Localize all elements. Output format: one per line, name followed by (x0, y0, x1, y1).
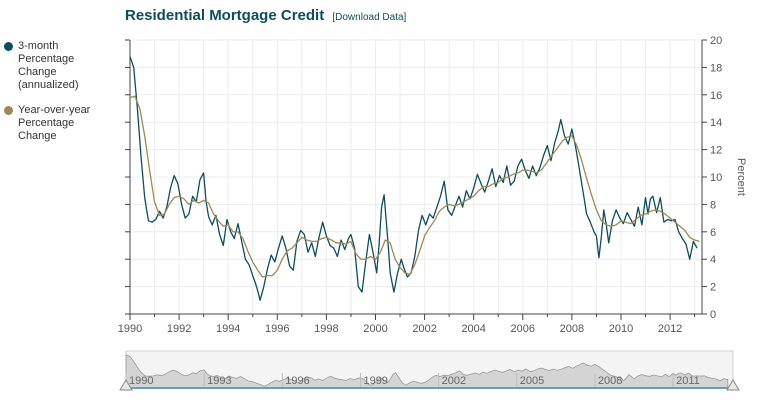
y-tick-label: 18 (710, 62, 722, 74)
navigator-year-label: 1999 (363, 375, 387, 387)
y-tick-label: 14 (710, 117, 722, 129)
navigator-year-label: 2008 (598, 375, 622, 387)
navigator-year-label: 2011 (676, 375, 700, 387)
navigator-series-area (125, 354, 729, 389)
series-line-3month[interactable] (129, 56, 698, 301)
x-tick-label: 2002 (412, 323, 436, 335)
y-tick-label: 16 (710, 90, 722, 102)
navigator-year-label: 2005 (520, 375, 544, 387)
y-tick-label: 6 (710, 227, 716, 239)
x-tick-label: 1992 (167, 323, 191, 335)
legend-item-yoy[interactable]: Year-over-year Percentage Change (4, 104, 104, 143)
legend-label-3month: 3-month Percentage Change (annualized) (18, 40, 79, 91)
legend-marker-3month (4, 42, 13, 51)
axes: 0 2 4 6 8 10 12 14 16 18 20 1990 1992 1994 1996 1998 200… (118, 35, 747, 335)
navigator-year-label: 1993 (207, 375, 231, 387)
y-axis-label: Percent (735, 158, 747, 196)
navigator-year-label: 1996 (285, 375, 309, 387)
y-tick-label: 20 (710, 35, 722, 47)
navigator-year-label: 1990 (129, 375, 153, 387)
y-tick-label: 8 (710, 199, 716, 211)
navigator-left-handle[interactable] (119, 379, 133, 391)
navigator[interactable]: 1990 1993 1996 1999 2002 2005 2008 2011 (119, 350, 740, 391)
x-tick-label: 2012 (658, 323, 682, 335)
x-tick-label: 2008 (560, 323, 584, 335)
x-tick-label: 1996 (265, 323, 289, 335)
legend-marker-yoy (4, 106, 13, 115)
series-layer (129, 56, 700, 301)
y-tick-label: 4 (710, 254, 716, 266)
navigator-right-handle[interactable] (726, 379, 740, 391)
y-tick-label: 10 (710, 172, 722, 184)
y-tick-label: 12 (710, 145, 722, 157)
x-tick-label: 2000 (363, 323, 387, 335)
legend: 3-month Percentage Change (annualized) Y… (4, 40, 104, 155)
x-tick-label: 1998 (314, 323, 338, 335)
x-tick-label: 1990 (118, 323, 142, 335)
series-line-yoy[interactable] (129, 95, 700, 278)
y-tick-label: 0 (710, 309, 716, 321)
chart-title-text: Residential Mortgage Credit (125, 7, 325, 24)
x-tick-label: 2006 (511, 323, 535, 335)
legend-label-yoy: Year-over-year Percentage Change (18, 104, 91, 142)
x-tick-label: 2004 (461, 323, 485, 335)
download-data-link[interactable]: [Download Data] (332, 12, 407, 23)
y-tick-label: 2 (710, 282, 716, 294)
legend-item-3month[interactable]: 3-month Percentage Change (annualized) (4, 40, 104, 92)
navigator-year-label: 2002 (442, 375, 466, 387)
chart-title: Residential Mortgage Credit [Download Da… (125, 7, 406, 24)
x-tick-label: 1994 (216, 323, 240, 335)
x-tick-label: 2010 (609, 323, 633, 335)
